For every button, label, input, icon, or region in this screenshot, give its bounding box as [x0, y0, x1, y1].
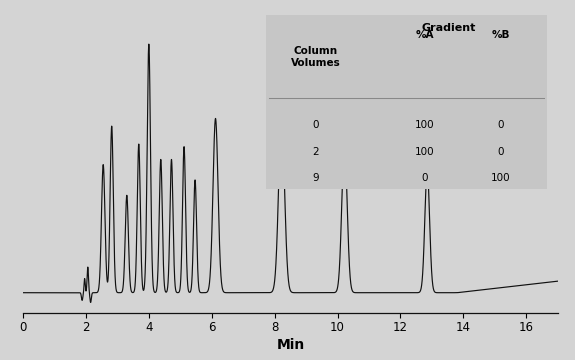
Text: 100: 100 [415, 147, 435, 157]
Text: 9: 9 [312, 172, 319, 183]
Text: Column
Volumes: Column Volumes [290, 46, 340, 68]
Text: 100: 100 [415, 120, 435, 130]
FancyBboxPatch shape [266, 15, 547, 189]
Text: 2: 2 [312, 147, 319, 157]
Text: 0: 0 [497, 147, 504, 157]
Text: 0: 0 [421, 172, 428, 183]
Text: %A: %A [416, 31, 434, 40]
Text: Gradient: Gradient [421, 23, 476, 33]
Text: 0: 0 [312, 120, 319, 130]
X-axis label: Min: Min [276, 338, 305, 352]
Text: %B: %B [492, 31, 510, 40]
Text: 100: 100 [491, 172, 511, 183]
Text: 0: 0 [497, 120, 504, 130]
